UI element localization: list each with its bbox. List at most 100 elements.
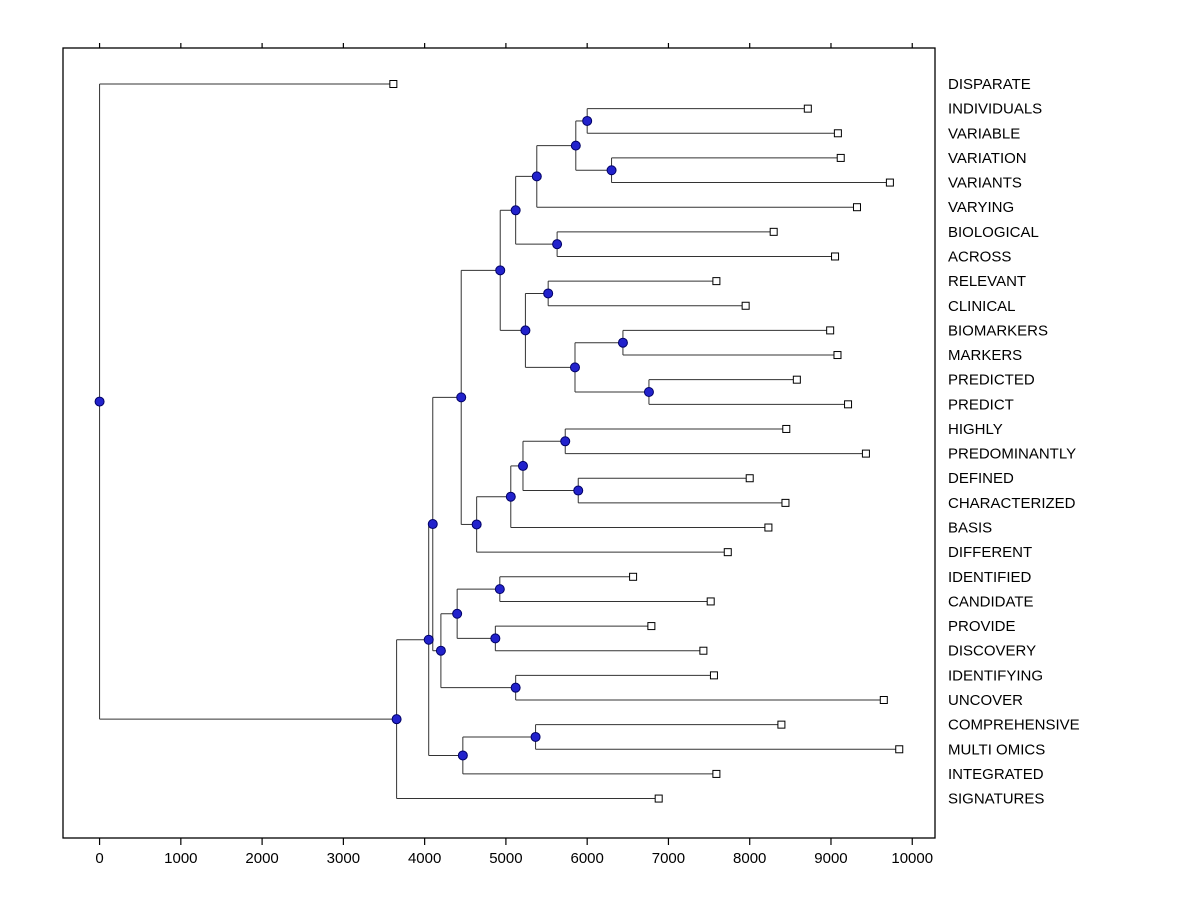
plot-border — [62, 47, 936, 839]
x-tick-label: 1000 — [164, 850, 197, 867]
merge-node-marker — [505, 491, 516, 502]
leaf-label: UNCOVER — [948, 692, 1023, 709]
leaf-marker — [831, 252, 840, 261]
merge-node-marker — [495, 265, 506, 276]
x-tick-label: 4000 — [408, 850, 441, 867]
leaf-label: COMPREHENSIVE — [948, 717, 1080, 734]
leaf-marker — [852, 203, 861, 212]
merge-node-marker — [94, 396, 105, 407]
merge-node-marker — [530, 731, 541, 742]
leaf-marker — [833, 129, 842, 138]
leaf-label: MULTI OMICS — [948, 741, 1045, 758]
leaf-marker — [699, 646, 708, 655]
merge-node-marker — [490, 633, 501, 644]
merge-node-marker — [391, 714, 402, 725]
leaf-label: ACROSS — [948, 248, 1011, 265]
leaf-marker — [792, 375, 801, 384]
merge-node-marker — [531, 171, 542, 182]
merge-node-marker — [606, 165, 617, 176]
merge-node-marker — [582, 115, 593, 126]
leaf-marker — [769, 227, 778, 236]
leaf-label: PREDICT — [948, 396, 1014, 413]
leaf-label: PREDICTED — [948, 372, 1035, 389]
leaf-marker — [895, 745, 904, 754]
x-tick-label: 0 — [95, 850, 103, 867]
leaf-label: IDENTIFIED — [948, 569, 1032, 586]
leaf-label: DISPARATE — [948, 76, 1031, 93]
leaf-label: DIFFERENT — [948, 544, 1032, 561]
leaf-marker — [844, 400, 853, 409]
leaf-label: INTEGRATED — [948, 766, 1044, 783]
leaf-label: VARIANTS — [948, 175, 1022, 192]
leaf-label: RELEVANT — [948, 273, 1026, 290]
merge-node-marker — [552, 239, 563, 250]
leaf-label: IDENTIFYING — [948, 667, 1043, 684]
merge-node-marker — [510, 205, 521, 216]
merge-node-marker — [510, 682, 521, 693]
merge-node-marker — [457, 750, 468, 761]
x-tick-label: 7000 — [652, 850, 685, 867]
leaf-label: BASIS — [948, 520, 992, 537]
leaf-label: VARYING — [948, 199, 1014, 216]
leaf-label: VARIATION — [948, 150, 1027, 167]
merge-node-marker — [573, 485, 584, 496]
x-tick-label: 2000 — [245, 850, 278, 867]
merge-node-marker — [471, 519, 482, 530]
merge-node-marker — [435, 645, 446, 656]
x-tick-label: 3000 — [327, 850, 360, 867]
leaf-marker — [654, 794, 663, 803]
leaf-marker — [723, 548, 732, 557]
merge-node-marker — [427, 519, 438, 530]
merge-node-marker — [543, 288, 554, 299]
leaf-label: CANDIDATE — [948, 593, 1034, 610]
merge-node-marker — [423, 634, 434, 645]
merge-node-marker — [456, 392, 467, 403]
merge-node-marker — [643, 387, 654, 397]
leaf-marker — [833, 351, 842, 360]
merge-node-marker — [452, 608, 463, 619]
leaf-marker — [777, 720, 786, 729]
merge-node-marker — [570, 140, 581, 151]
leaf-marker — [826, 326, 835, 335]
leaf-marker — [782, 424, 791, 433]
merge-node-marker — [569, 362, 580, 373]
leaf-label: CHARACTERIZED — [948, 495, 1076, 512]
leaf-label: DEFINED — [948, 470, 1014, 487]
leaf-label: BIOLOGICAL — [948, 224, 1039, 241]
leaf-label: PREDOMINANTLY — [948, 446, 1076, 463]
leaf-label: CLINICAL — [948, 298, 1016, 315]
merge-node-marker — [520, 325, 531, 336]
x-tick-label: 6000 — [570, 850, 603, 867]
leaf-marker — [741, 301, 750, 310]
merge-node-marker — [517, 460, 528, 471]
leaf-marker — [629, 572, 638, 581]
merge-node-marker — [560, 436, 571, 447]
leaf-marker — [712, 769, 721, 778]
x-tick-label: 9000 — [814, 850, 847, 867]
leaf-marker — [709, 671, 718, 680]
leaf-marker — [712, 277, 721, 286]
leaf-label: HIGHLY — [948, 421, 1003, 438]
x-tick-label: 10000 — [891, 850, 933, 867]
leaf-label: PROVIDE — [948, 618, 1016, 635]
leaf-label: MARKERS — [948, 347, 1022, 364]
leaf-marker — [764, 523, 773, 532]
leaf-marker — [879, 696, 888, 704]
x-tick-label: 8000 — [733, 850, 766, 867]
leaf-marker — [861, 449, 870, 458]
leaf-label: INDIVIDUALS — [948, 101, 1042, 118]
leaf-label: VARIABLE — [948, 125, 1020, 142]
merge-node-marker — [617, 337, 628, 348]
leaf-marker — [706, 597, 715, 606]
leaf-label: BIOMARKERS — [948, 322, 1048, 339]
x-tick-label: 5000 — [489, 850, 522, 867]
leaf-marker — [389, 80, 398, 88]
merge-node-marker — [494, 584, 505, 595]
leaf-marker — [885, 178, 894, 187]
leaf-marker — [781, 498, 790, 507]
leaf-label: SIGNATURES — [948, 791, 1044, 808]
leaf-marker — [745, 474, 754, 483]
